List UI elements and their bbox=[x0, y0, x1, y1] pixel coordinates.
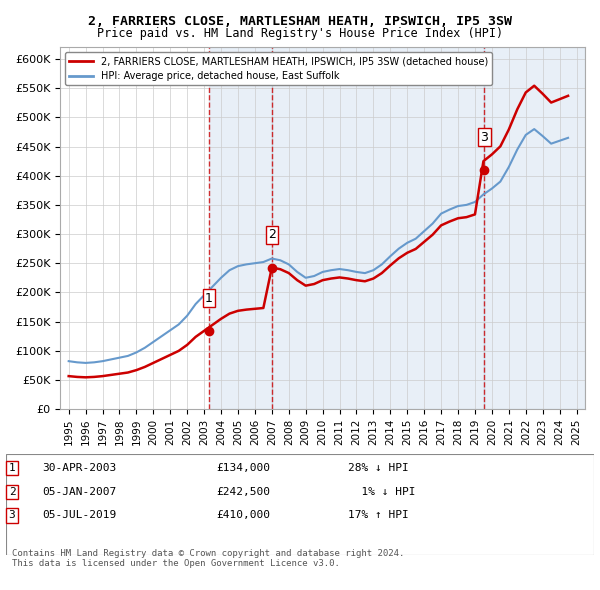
Text: 1: 1 bbox=[8, 463, 16, 473]
Text: 30-APR-2003: 30-APR-2003 bbox=[42, 463, 116, 473]
Text: Price paid vs. HM Land Registry's House Price Index (HPI): Price paid vs. HM Land Registry's House … bbox=[97, 27, 503, 40]
Text: £242,500: £242,500 bbox=[216, 487, 270, 497]
Text: 2: 2 bbox=[268, 228, 276, 241]
Text: 1: 1 bbox=[205, 291, 213, 304]
Text: £410,000: £410,000 bbox=[216, 510, 270, 520]
Bar bbox=[484, 47, 585, 409]
Text: Contains HM Land Registry data © Crown copyright and database right 2024.
This d: Contains HM Land Registry data © Crown c… bbox=[12, 549, 404, 568]
Text: 1% ↓ HPI: 1% ↓ HPI bbox=[348, 487, 415, 497]
Text: 3: 3 bbox=[8, 510, 16, 520]
Text: £134,000: £134,000 bbox=[216, 463, 270, 473]
Text: 17% ↑ HPI: 17% ↑ HPI bbox=[348, 510, 409, 520]
Text: 2, FARRIERS CLOSE, MARTLESHAM HEATH, IPSWICH, IP5 3SW: 2, FARRIERS CLOSE, MARTLESHAM HEATH, IPS… bbox=[88, 15, 512, 28]
Bar bbox=[272, 47, 484, 409]
Text: 3: 3 bbox=[480, 130, 488, 143]
Legend: 2, FARRIERS CLOSE, MARTLESHAM HEATH, IPSWICH, IP5 3SW (detached house), HPI: Ave: 2, FARRIERS CLOSE, MARTLESHAM HEATH, IPS… bbox=[65, 53, 492, 85]
Text: 2: 2 bbox=[8, 487, 16, 497]
Text: 05-JAN-2007: 05-JAN-2007 bbox=[42, 487, 116, 497]
Text: 05-JUL-2019: 05-JUL-2019 bbox=[42, 510, 116, 520]
Text: 28% ↓ HPI: 28% ↓ HPI bbox=[348, 463, 409, 473]
Bar bbox=[209, 47, 272, 409]
